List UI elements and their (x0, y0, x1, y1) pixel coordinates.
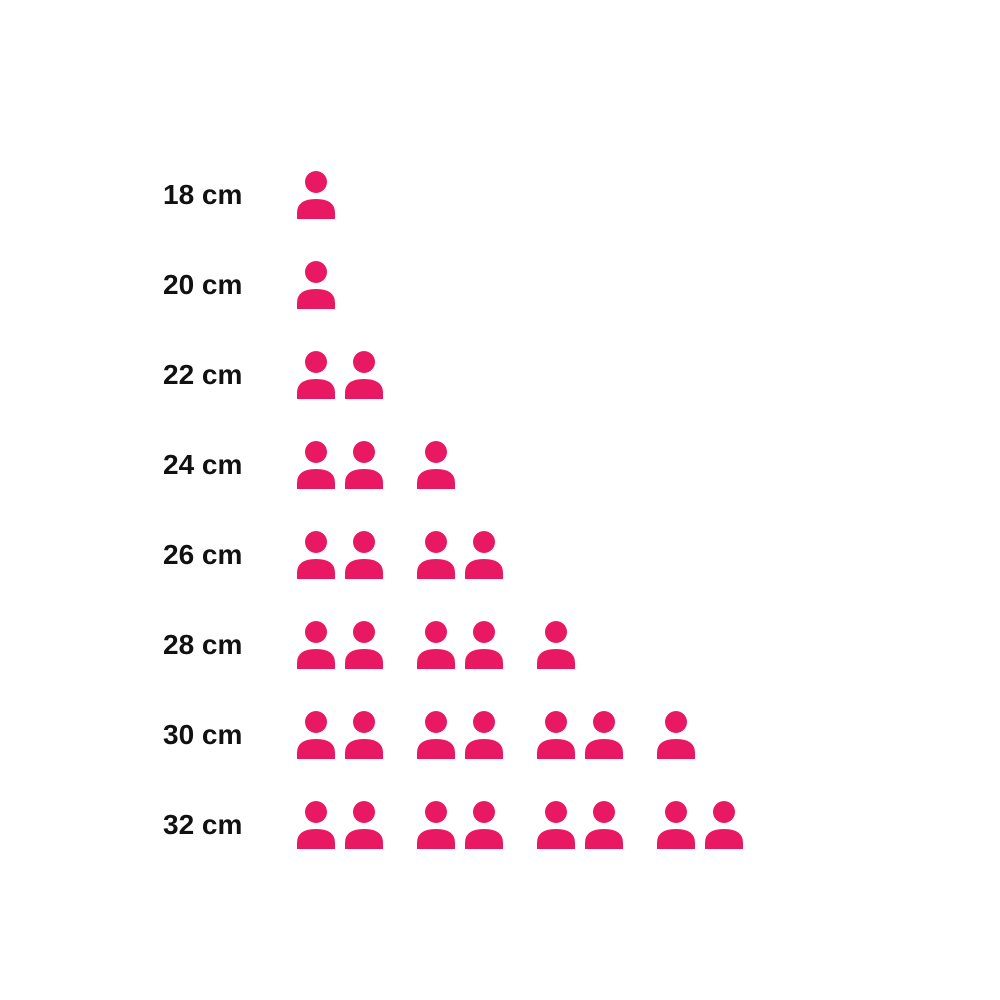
row-label: 20 cm (155, 269, 295, 301)
person-icon (583, 801, 625, 849)
pictograph-row: 20 cm (155, 240, 745, 330)
row-label: 30 cm (155, 719, 295, 751)
row-label: 18 cm (155, 179, 295, 211)
pictograph-row: 26 cm (155, 510, 745, 600)
row-icons (295, 351, 385, 399)
person-icon (655, 801, 697, 849)
person-icon (463, 621, 505, 669)
row-icons (295, 531, 505, 579)
pictograph-chart: 18 cm 20 cm 22 cm 24 cm 26 cm 28 cm (155, 150, 745, 870)
pictograph-row: 28 cm (155, 600, 745, 690)
person-icon (535, 621, 577, 669)
person-icon (343, 801, 385, 849)
row-label: 28 cm (155, 629, 295, 661)
person-icon (295, 801, 337, 849)
row-label: 22 cm (155, 359, 295, 391)
row-icons (295, 801, 745, 849)
pictograph-row: 32 cm (155, 780, 745, 870)
row-icons (295, 171, 337, 219)
person-icon (463, 801, 505, 849)
pictograph-row: 18 cm (155, 150, 745, 240)
person-icon (703, 801, 745, 849)
person-icon (415, 711, 457, 759)
person-icon (415, 801, 457, 849)
person-icon (343, 441, 385, 489)
pictograph-row: 22 cm (155, 330, 745, 420)
person-icon (415, 531, 457, 579)
person-icon (535, 711, 577, 759)
pictograph-row: 24 cm (155, 420, 745, 510)
person-icon (295, 171, 337, 219)
pictograph-row: 30 cm (155, 690, 745, 780)
person-icon (295, 711, 337, 759)
person-icon (295, 261, 337, 309)
person-icon (415, 621, 457, 669)
person-icon (343, 531, 385, 579)
person-icon (415, 441, 457, 489)
row-icons (295, 261, 337, 309)
person-icon (535, 801, 577, 849)
row-label: 24 cm (155, 449, 295, 481)
row-icons (295, 441, 457, 489)
person-icon (463, 711, 505, 759)
row-label: 32 cm (155, 809, 295, 841)
person-icon (463, 531, 505, 579)
person-icon (343, 711, 385, 759)
row-icons (295, 711, 697, 759)
person-icon (295, 351, 337, 399)
row-icons (295, 621, 577, 669)
person-icon (583, 711, 625, 759)
person-icon (655, 711, 697, 759)
person-icon (343, 351, 385, 399)
person-icon (295, 441, 337, 489)
person-icon (295, 621, 337, 669)
person-icon (343, 621, 385, 669)
person-icon (295, 531, 337, 579)
row-label: 26 cm (155, 539, 295, 571)
